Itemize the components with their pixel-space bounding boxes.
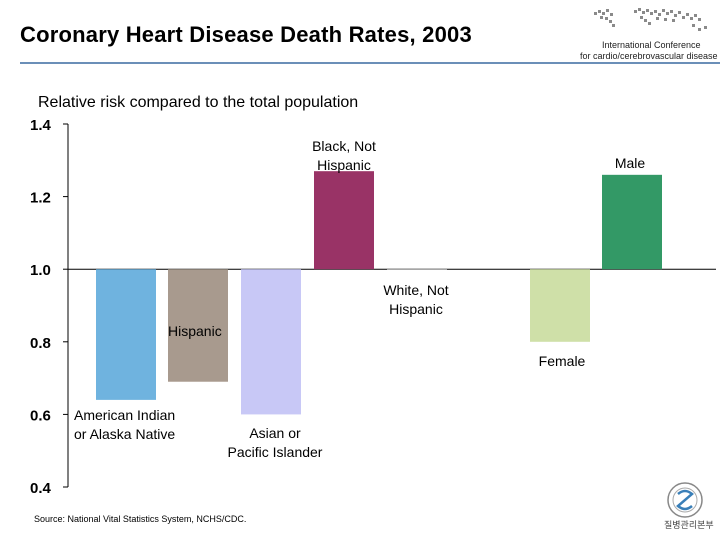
page-title: Coronary Heart Disease Death Rates, 2003	[20, 22, 472, 47]
bar	[241, 269, 301, 415]
category-label: Asian or Pacific Islander	[228, 425, 323, 460]
category-label: Hispanic	[168, 323, 222, 339]
category-label: White, Not Hispanic	[383, 282, 448, 317]
category-label: Female	[539, 353, 586, 369]
y-axis-label: Relative risk compared to the total popu…	[38, 94, 359, 111]
conference-name-line2: for cardio/cerebrovascular disease	[580, 51, 718, 61]
kcdc-seal-logo	[667, 482, 703, 518]
y-tick-label: 0.4	[30, 480, 52, 497]
y-tick-label: 1.0	[30, 262, 51, 279]
bar	[314, 171, 374, 270]
bar	[96, 269, 156, 400]
y-tick-label: 0.6	[30, 407, 51, 424]
world-map-logo	[594, 8, 707, 31]
seal-caption: 질병관리본부	[664, 520, 714, 530]
category-label: Male	[615, 155, 646, 171]
bar	[530, 269, 590, 342]
bar	[602, 174, 662, 270]
category-label: American Indian or Alaska Native	[74, 407, 175, 442]
y-tick-label: 1.4	[30, 117, 52, 134]
bar	[387, 269, 447, 270]
category-label: Black, Not Hispanic	[312, 138, 376, 173]
y-tick-label: 0.8	[30, 335, 51, 352]
header-divider	[20, 62, 720, 64]
conference-name-line1: International Conference	[602, 40, 701, 50]
bar	[168, 269, 228, 382]
y-tick-label: 1.2	[30, 190, 51, 207]
source-note: Source: National Vital Statistics System…	[34, 514, 247, 524]
